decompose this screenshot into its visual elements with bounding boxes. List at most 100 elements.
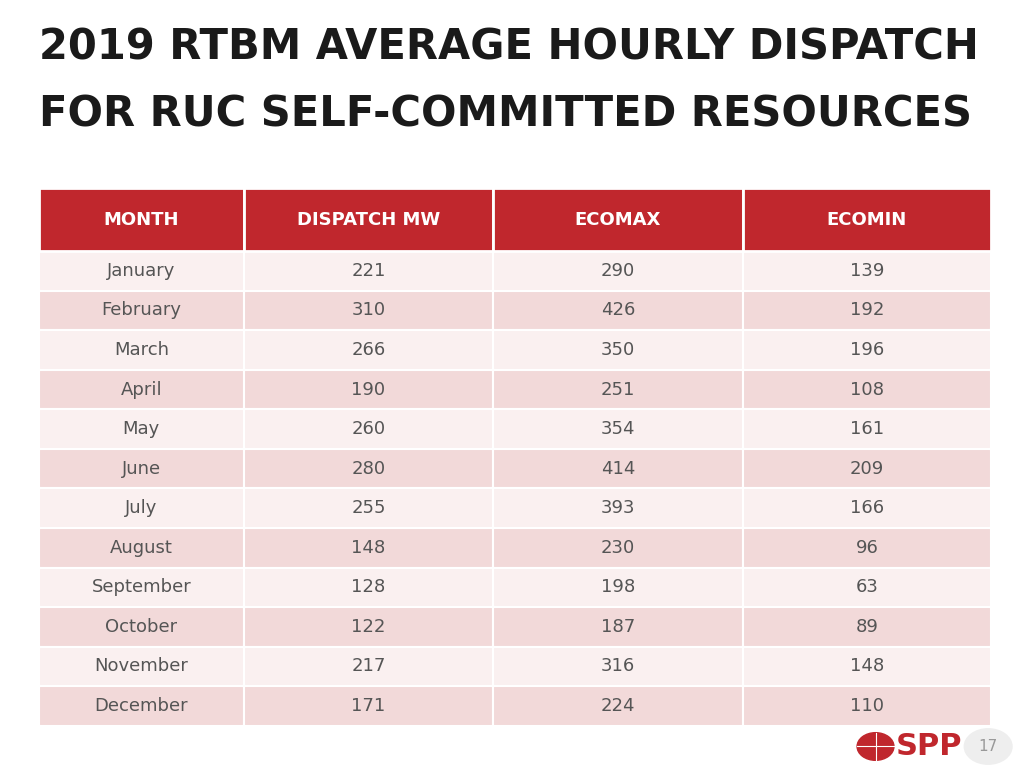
FancyBboxPatch shape xyxy=(494,528,742,568)
Text: 316: 316 xyxy=(601,657,635,675)
FancyBboxPatch shape xyxy=(244,291,494,330)
FancyBboxPatch shape xyxy=(742,369,991,409)
Text: 108: 108 xyxy=(850,381,884,399)
Text: December: December xyxy=(94,697,188,715)
FancyBboxPatch shape xyxy=(742,528,991,568)
FancyBboxPatch shape xyxy=(494,291,742,330)
Text: 350: 350 xyxy=(601,341,635,359)
Text: 17: 17 xyxy=(979,739,997,754)
Text: 187: 187 xyxy=(601,618,635,636)
Text: October: October xyxy=(105,618,177,636)
FancyBboxPatch shape xyxy=(244,687,494,726)
FancyBboxPatch shape xyxy=(494,647,742,687)
FancyBboxPatch shape xyxy=(742,291,991,330)
FancyBboxPatch shape xyxy=(742,188,991,251)
FancyBboxPatch shape xyxy=(39,449,244,488)
Circle shape xyxy=(964,728,1013,765)
Text: 190: 190 xyxy=(351,381,385,399)
Text: 96: 96 xyxy=(855,539,879,557)
FancyBboxPatch shape xyxy=(39,488,244,528)
Text: 260: 260 xyxy=(351,420,385,438)
Text: FOR RUC SELF-COMMITTED RESOURCES: FOR RUC SELF-COMMITTED RESOURCES xyxy=(39,94,972,136)
FancyBboxPatch shape xyxy=(494,409,742,449)
FancyBboxPatch shape xyxy=(39,687,244,726)
Text: March: March xyxy=(114,341,169,359)
FancyBboxPatch shape xyxy=(244,488,494,528)
Text: 280: 280 xyxy=(351,460,385,478)
Text: 266: 266 xyxy=(351,341,386,359)
Text: 221: 221 xyxy=(351,262,386,280)
FancyBboxPatch shape xyxy=(39,568,244,607)
FancyBboxPatch shape xyxy=(39,528,244,568)
FancyBboxPatch shape xyxy=(494,488,742,528)
FancyBboxPatch shape xyxy=(742,687,991,726)
Text: 89: 89 xyxy=(855,618,879,636)
FancyBboxPatch shape xyxy=(39,291,244,330)
FancyBboxPatch shape xyxy=(494,330,742,369)
FancyBboxPatch shape xyxy=(742,409,991,449)
Text: November: November xyxy=(94,657,188,675)
FancyBboxPatch shape xyxy=(494,188,742,251)
Text: 166: 166 xyxy=(850,499,884,517)
FancyBboxPatch shape xyxy=(244,647,494,687)
Text: 148: 148 xyxy=(850,657,884,675)
Text: April: April xyxy=(121,381,162,399)
FancyBboxPatch shape xyxy=(494,568,742,607)
Text: February: February xyxy=(101,302,181,319)
Text: 122: 122 xyxy=(351,618,386,636)
Text: 63: 63 xyxy=(855,578,879,596)
FancyBboxPatch shape xyxy=(742,568,991,607)
Text: 255: 255 xyxy=(351,499,386,517)
Circle shape xyxy=(857,733,894,760)
FancyBboxPatch shape xyxy=(39,409,244,449)
Text: 230: 230 xyxy=(601,539,635,557)
Text: September: September xyxy=(91,578,191,596)
FancyBboxPatch shape xyxy=(742,251,991,291)
Text: 171: 171 xyxy=(351,697,386,715)
FancyBboxPatch shape xyxy=(742,330,991,369)
Text: 310: 310 xyxy=(351,302,385,319)
Text: 393: 393 xyxy=(601,499,635,517)
Text: 148: 148 xyxy=(351,539,386,557)
FancyBboxPatch shape xyxy=(742,607,991,647)
Text: June: June xyxy=(122,460,161,478)
Text: January: January xyxy=(108,262,175,280)
Text: 354: 354 xyxy=(601,420,635,438)
FancyBboxPatch shape xyxy=(742,488,991,528)
Text: ECOMIN: ECOMIN xyxy=(826,210,907,229)
FancyBboxPatch shape xyxy=(742,449,991,488)
Text: ECOMAX: ECOMAX xyxy=(574,210,662,229)
FancyBboxPatch shape xyxy=(39,607,244,647)
FancyBboxPatch shape xyxy=(244,528,494,568)
Text: 192: 192 xyxy=(850,302,884,319)
FancyBboxPatch shape xyxy=(494,687,742,726)
Text: MONTH: MONTH xyxy=(103,210,179,229)
FancyBboxPatch shape xyxy=(244,188,494,251)
Text: 217: 217 xyxy=(351,657,386,675)
FancyBboxPatch shape xyxy=(244,251,494,291)
Text: July: July xyxy=(125,499,158,517)
Text: 251: 251 xyxy=(601,381,635,399)
FancyBboxPatch shape xyxy=(39,188,244,251)
FancyBboxPatch shape xyxy=(244,409,494,449)
FancyBboxPatch shape xyxy=(39,330,244,369)
FancyBboxPatch shape xyxy=(39,647,244,687)
FancyBboxPatch shape xyxy=(494,369,742,409)
FancyBboxPatch shape xyxy=(39,251,244,291)
FancyBboxPatch shape xyxy=(244,568,494,607)
Text: August: August xyxy=(110,539,173,557)
FancyBboxPatch shape xyxy=(494,449,742,488)
Text: 198: 198 xyxy=(601,578,635,596)
Text: 290: 290 xyxy=(601,262,635,280)
FancyBboxPatch shape xyxy=(494,607,742,647)
Text: DISPATCH MW: DISPATCH MW xyxy=(297,210,440,229)
FancyBboxPatch shape xyxy=(742,647,991,687)
Text: 110: 110 xyxy=(850,697,884,715)
Text: May: May xyxy=(123,420,160,438)
FancyBboxPatch shape xyxy=(244,449,494,488)
Text: 196: 196 xyxy=(850,341,884,359)
Text: 414: 414 xyxy=(601,460,635,478)
Text: 209: 209 xyxy=(850,460,884,478)
Text: 161: 161 xyxy=(850,420,884,438)
Text: 2019 RTBM AVERAGE HOURLY DISPATCH: 2019 RTBM AVERAGE HOURLY DISPATCH xyxy=(39,27,979,69)
